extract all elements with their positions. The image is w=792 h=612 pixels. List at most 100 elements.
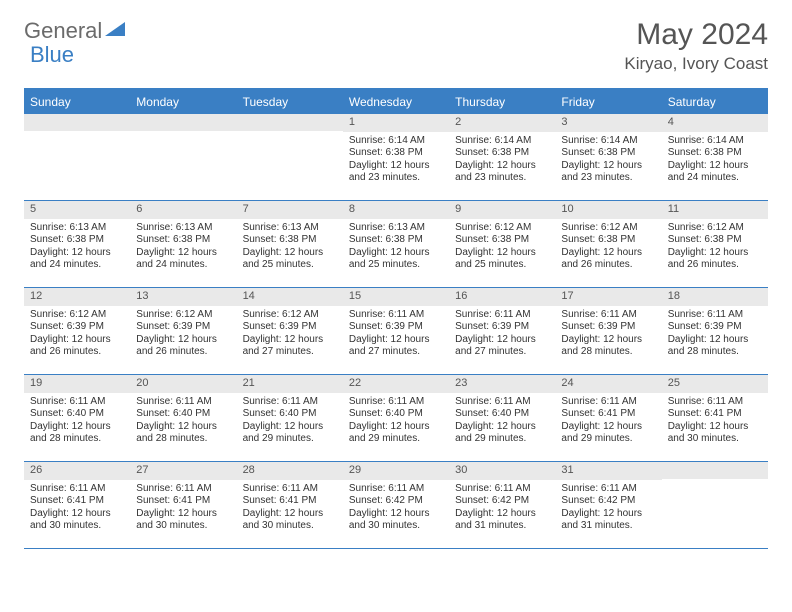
day-details: Sunrise: 6:12 AMSunset: 6:38 PMDaylight:… — [555, 219, 661, 276]
sunset-text: Sunset: 6:41 PM — [561, 408, 655, 421]
daylight-text: Daylight: 12 hours and 24 minutes. — [136, 247, 230, 272]
daylight-text: Daylight: 12 hours and 30 minutes. — [349, 508, 443, 533]
daylight-text: Daylight: 12 hours and 27 minutes. — [243, 334, 337, 359]
sunrise-text: Sunrise: 6:13 AM — [30, 222, 124, 235]
daylight-text: Daylight: 12 hours and 28 minutes. — [668, 334, 762, 359]
logo-triangle-icon — [105, 20, 127, 43]
sunrise-text: Sunrise: 6:11 AM — [561, 483, 655, 496]
sunrise-text: Sunrise: 6:12 AM — [30, 309, 124, 322]
day-number: 9 — [449, 201, 555, 219]
weekday-friday: Friday — [555, 90, 661, 114]
title-block: May 2024 Kiryao, Ivory Coast — [624, 18, 768, 74]
sunset-text: Sunset: 6:39 PM — [455, 321, 549, 334]
day-number: 22 — [343, 375, 449, 393]
sunrise-text: Sunrise: 6:11 AM — [455, 309, 549, 322]
day-cell: 14Sunrise: 6:12 AMSunset: 6:39 PMDayligh… — [237, 288, 343, 374]
sunrise-text: Sunrise: 6:11 AM — [349, 483, 443, 496]
daylight-text: Daylight: 12 hours and 29 minutes. — [349, 421, 443, 446]
day-details: Sunrise: 6:11 AMSunset: 6:40 PMDaylight:… — [24, 393, 130, 450]
day-cell: 16 Sunrise: 6:11 AMSunset: 6:39 PMDayligh… — [449, 288, 555, 374]
empty-day-header — [237, 114, 343, 131]
day-cell: 10Sunrise: 6:12 AMSunset: 6:38 PMDayligh… — [555, 201, 661, 287]
day-cell: 21Sunrise: 6:11 AMSunset: 6:40 PMDayligh… — [237, 375, 343, 461]
sunrise-text: Sunrise: 6:12 AM — [136, 309, 230, 322]
day-details: Sunrise: 6:12 AMSunset: 6:39 PMDaylight:… — [24, 306, 130, 363]
weekday-monday: Monday — [130, 90, 236, 114]
sunset-text: Sunset: 6:38 PM — [349, 234, 443, 247]
logo-text-general: General — [24, 18, 102, 44]
sunset-text: Sunset: 6:38 PM — [30, 234, 124, 247]
day-number: 16 — [449, 288, 555, 306]
daylight-text: Daylight: 12 hours and 30 minutes. — [243, 508, 337, 533]
week-row: 26Sunrise: 6:11 AMSunset: 6:41 PMDayligh… — [24, 462, 768, 549]
day-details: Sunrise: 6:14 AMSunset: 6:38 PMDaylight:… — [662, 132, 768, 189]
day-number: 24 — [555, 375, 661, 393]
daylight-text: Daylight: 12 hours and 27 minutes. — [455, 334, 549, 359]
weekday-header-row: SundayMondayTuesdayWednesdayThursdayFrid… — [24, 90, 768, 114]
daylight-text: Daylight: 12 hours and 23 minutes. — [455, 160, 549, 185]
sunrise-text: Sunrise: 6:12 AM — [243, 309, 337, 322]
sunset-text: Sunset: 6:38 PM — [455, 147, 549, 160]
day-number: 7 — [237, 201, 343, 219]
daylight-text: Daylight: 12 hours and 29 minutes. — [243, 421, 337, 446]
empty-day-header — [130, 114, 236, 131]
sunrise-text: Sunrise: 6:11 AM — [349, 309, 443, 322]
sunset-text: Sunset: 6:40 PM — [136, 408, 230, 421]
day-details: Sunrise: 6:11 AMSunset: 6:39 PMDaylight:… — [662, 306, 768, 363]
header: General May 2024 Kiryao, Ivory Coast — [0, 0, 792, 82]
day-cell: 13Sunrise: 6:12 AMSunset: 6:39 PMDayligh… — [130, 288, 236, 374]
daylight-text: Daylight: 12 hours and 26 minutes. — [668, 247, 762, 272]
day-cell: 17Sunrise: 6:11 AMSunset: 6:39 PMDayligh… — [555, 288, 661, 374]
day-cell: 22Sunrise: 6:11 AMSunset: 6:40 PMDayligh… — [343, 375, 449, 461]
logo-blue-row: Blue — [30, 42, 74, 68]
day-cell: 7Sunrise: 6:13 AMSunset: 6:38 PMDaylight… — [237, 201, 343, 287]
day-details: Sunrise: 6:11 AMSunset: 6:40 PMDaylight:… — [343, 393, 449, 450]
day-cell: 4Sunrise: 6:14 AMSunset: 6:38 PMDaylight… — [662, 114, 768, 200]
sunset-text: Sunset: 6:42 PM — [349, 495, 443, 508]
day-number: 25 — [662, 375, 768, 393]
daylight-text: Daylight: 12 hours and 28 minutes. — [136, 421, 230, 446]
logo: General — [24, 18, 129, 44]
day-number: 3 — [555, 114, 661, 132]
daylight-text: Daylight: 12 hours and 26 minutes. — [561, 247, 655, 272]
day-cell — [24, 114, 130, 200]
sunrise-text: Sunrise: 6:11 AM — [349, 396, 443, 409]
weekday-sunday: Sunday — [24, 90, 130, 114]
day-details: Sunrise: 6:13 AMSunset: 6:38 PMDaylight:… — [237, 219, 343, 276]
sunset-text: Sunset: 6:41 PM — [30, 495, 124, 508]
day-number: 11 — [662, 201, 768, 219]
day-details: Sunrise: 6:14 AMSunset: 6:38 PMDaylight:… — [343, 132, 449, 189]
day-cell: 11Sunrise: 6:12 AMSunset: 6:38 PMDayligh… — [662, 201, 768, 287]
daylight-text: Daylight: 12 hours and 30 minutes. — [136, 508, 230, 533]
day-cell: 3Sunrise: 6:14 AMSunset: 6:38 PMDaylight… — [555, 114, 661, 200]
day-number: 10 — [555, 201, 661, 219]
sunset-text: Sunset: 6:38 PM — [668, 147, 762, 160]
day-cell: 9Sunrise: 6:12 AMSunset: 6:38 PMDaylight… — [449, 201, 555, 287]
month-title: May 2024 — [624, 18, 768, 52]
sunset-text: Sunset: 6:42 PM — [455, 495, 549, 508]
day-number: 19 — [24, 375, 130, 393]
day-details: Sunrise: 6:12 AMSunset: 6:39 PMDaylight:… — [130, 306, 236, 363]
day-details: Sunrise: 6:11 AMSunset: 6:40 PMDaylight:… — [130, 393, 236, 450]
sunrise-text: Sunrise: 6:12 AM — [668, 222, 762, 235]
daylight-text: Daylight: 12 hours and 27 minutes. — [349, 334, 443, 359]
sunrise-text: Sunrise: 6:14 AM — [349, 135, 443, 148]
sunset-text: Sunset: 6:38 PM — [561, 234, 655, 247]
day-cell: 30Sunrise: 6:11 AMSunset: 6:42 PMDayligh… — [449, 462, 555, 548]
sunset-text: Sunset: 6:40 PM — [30, 408, 124, 421]
sunset-text: Sunset: 6:39 PM — [668, 321, 762, 334]
sunrise-text: Sunrise: 6:11 AM — [243, 396, 337, 409]
empty-day-header — [662, 462, 768, 479]
calendar: SundayMondayTuesdayWednesdayThursdayFrid… — [24, 88, 768, 549]
day-cell: 27Sunrise: 6:11 AMSunset: 6:41 PMDayligh… — [130, 462, 236, 548]
day-details: Sunrise: 6:11 AMSunset: 6:40 PMDaylight:… — [449, 393, 555, 450]
sunset-text: Sunset: 6:38 PM — [243, 234, 337, 247]
sunrise-text: Sunrise: 6:11 AM — [30, 396, 124, 409]
day-cell: 18Sunrise: 6:11 AMSunset: 6:39 PMDayligh… — [662, 288, 768, 374]
weekday-tuesday: Tuesday — [237, 90, 343, 114]
day-cell — [662, 462, 768, 548]
day-details: Sunrise: 6:11 AMSunset: 6:42 PMDaylight:… — [555, 480, 661, 537]
sunrise-text: Sunrise: 6:13 AM — [136, 222, 230, 235]
day-cell — [130, 114, 236, 200]
day-number: 20 — [130, 375, 236, 393]
